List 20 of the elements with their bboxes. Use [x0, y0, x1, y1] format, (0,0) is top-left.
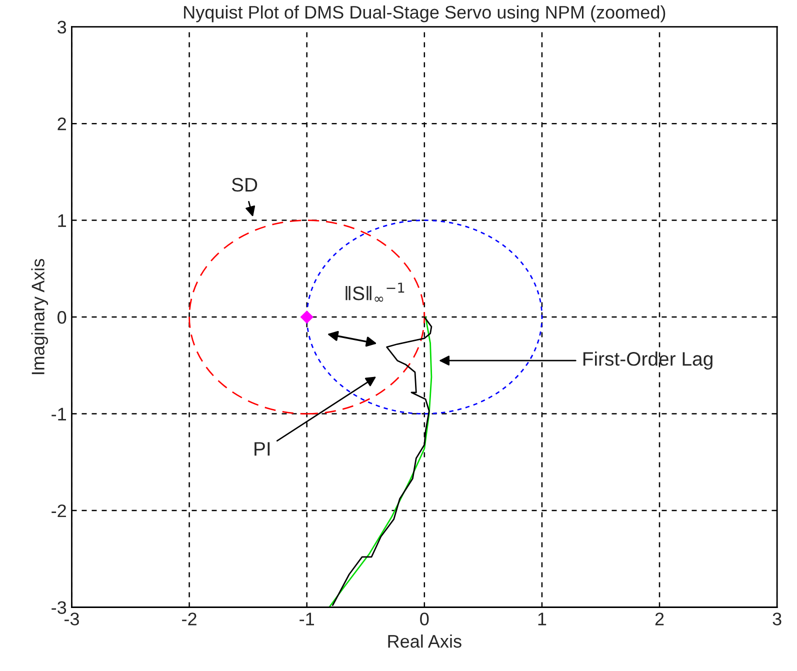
- y-tick-label: -1: [52, 408, 66, 420]
- y-tick-label: 1: [58, 214, 66, 227]
- y-tick-label: -3: [52, 601, 66, 614]
- annotation: SD: [232, 178, 258, 192]
- x-axis-title: Real Axis: [388, 634, 462, 648]
- x-tick-label: 0: [420, 612, 429, 626]
- annotation: ‖S‖$_{∞}$$^{−1}$: [346, 282, 404, 302]
- annotation: PI: [254, 442, 270, 456]
- x-tick-label: 1: [538, 612, 546, 626]
- y-tick-label: 2: [58, 118, 66, 130]
- annotation: First-Order Lag: [583, 352, 712, 370]
- y-tick-label: 3: [58, 20, 66, 34]
- y-tick-label: -2: [52, 504, 66, 518]
- chart-title: Nyquist Plot of DMS Dual-Stage Servo using NPM (zoomed): [184, 5, 666, 22]
- y-tick-label: 0: [58, 310, 66, 324]
- x-tick-label: 3: [772, 612, 782, 626]
- x-tick-label: 2: [655, 612, 664, 626]
- y-axis-title: Imaginary Axis: [31, 258, 48, 374]
- x-tick-label: -2: [182, 612, 196, 626]
- x-tick-label: -1: [300, 612, 314, 626]
